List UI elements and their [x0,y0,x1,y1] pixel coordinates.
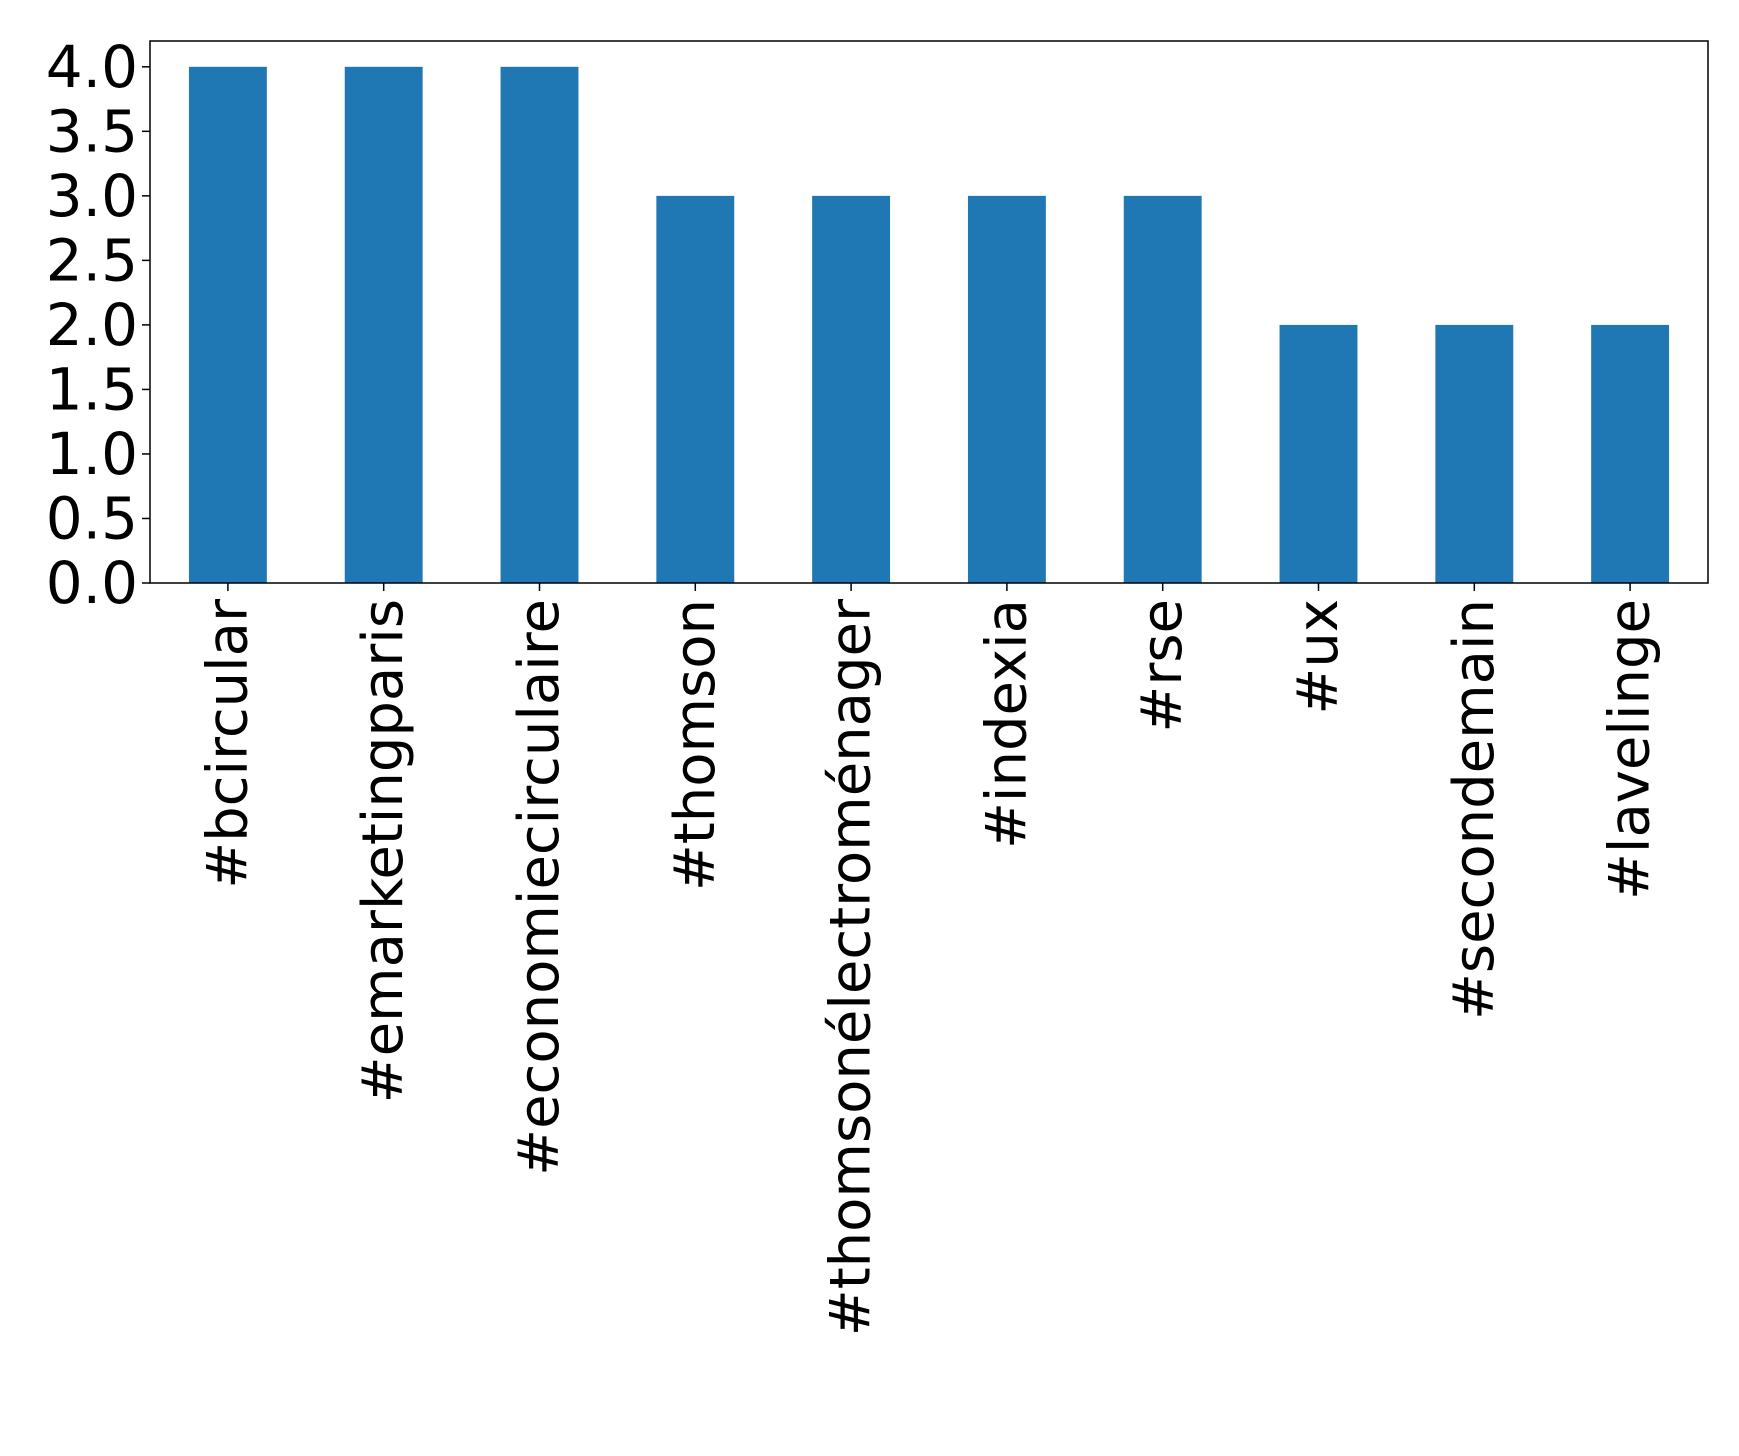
bar-secondemain [1435,324,1514,583]
y-tick-label: 2.5 [46,226,138,294]
x-tick-label: #thomson [663,599,728,891]
bar-indexia [967,195,1046,584]
bar-bcircular [188,66,267,583]
bar-ux [1279,324,1358,583]
bars-layer [188,66,1670,584]
x-tick-label: #lavelinge [1598,599,1663,900]
bar-economiecirculaire [500,66,579,583]
x-tick-label: #economiecirculaire [507,599,572,1176]
bar-emarketingparis [344,66,423,583]
x-tick-label: #indexia [974,599,1039,849]
x-tick-label: #bcircular [195,598,260,889]
x-tick-label: #thomsonélectroménager [819,598,884,1336]
y-tick-label: 1.0 [46,420,138,488]
y-tick-label: 1.5 [46,355,138,423]
x-tick-label: #emarketingparis [351,599,416,1103]
bar-lavelinge [1591,324,1670,583]
bar-thomson [656,195,735,584]
y-axis: 0.00.51.01.52.02.53.03.54.0 [46,33,150,617]
y-tick-label: 0.0 [46,549,138,617]
plot-area-frame [149,40,1709,584]
y-tick-label: 4.0 [46,33,138,101]
y-tick-label: 2.0 [46,291,138,359]
x-tick-label: #ux [1286,599,1351,715]
y-tick-label: 0.5 [46,484,138,552]
bar-rse [1123,195,1202,584]
y-tick-label: 3.5 [46,97,138,165]
x-tick-label: #secondemain [1442,599,1507,1020]
x-axis: #bcircular #emarketingparis #economiecircu… [195,583,1663,1336]
x-tick-label: #rse [1130,599,1195,733]
bar-thomsonélectroménager [812,195,891,584]
y-tick-label: 3.0 [46,162,138,230]
